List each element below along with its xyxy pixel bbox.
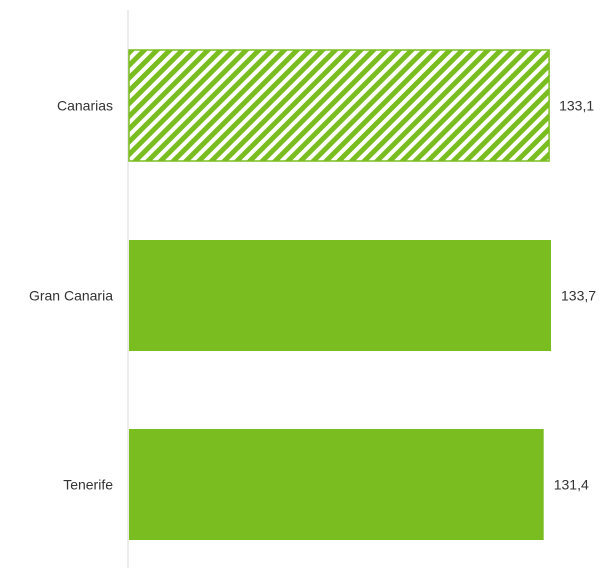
bar-gran-canaria bbox=[129, 240, 551, 351]
value-label: 133,1 bbox=[559, 98, 594, 114]
bar-tenerife bbox=[129, 429, 544, 540]
value-label: 131,4 bbox=[554, 477, 589, 493]
category-label: Gran Canaria bbox=[29, 288, 113, 304]
value-label: 133,7 bbox=[561, 288, 596, 304]
category-label: Tenerife bbox=[63, 477, 113, 493]
bar-canarias bbox=[128, 49, 550, 162]
category-label: Canarias bbox=[57, 98, 113, 114]
